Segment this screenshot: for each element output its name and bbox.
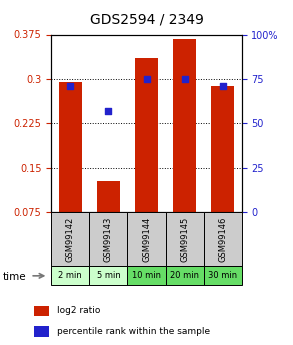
Bar xyxy=(51,212,89,266)
Text: percentile rank within the sample: percentile rank within the sample xyxy=(57,327,210,336)
Bar xyxy=(97,181,120,212)
Bar xyxy=(204,212,242,266)
Bar xyxy=(127,212,166,266)
Text: 5 min: 5 min xyxy=(96,270,120,280)
Bar xyxy=(89,266,127,285)
Bar xyxy=(211,86,234,212)
Text: GDS2594 / 2349: GDS2594 / 2349 xyxy=(90,12,203,26)
Bar xyxy=(166,212,204,266)
Bar xyxy=(204,266,242,285)
Point xyxy=(144,76,149,82)
Point xyxy=(182,76,187,82)
Bar xyxy=(34,326,49,337)
Text: log2 ratio: log2 ratio xyxy=(57,306,100,315)
Bar xyxy=(51,266,89,285)
Bar xyxy=(135,58,158,212)
Text: time: time xyxy=(3,272,27,282)
Text: 2 min: 2 min xyxy=(58,270,82,280)
Point xyxy=(220,83,225,89)
Point xyxy=(68,83,73,89)
Bar xyxy=(127,266,166,285)
Text: GSM99142: GSM99142 xyxy=(66,216,75,262)
Text: 10 min: 10 min xyxy=(132,270,161,280)
Bar xyxy=(34,306,49,316)
Bar xyxy=(59,82,82,212)
Text: GSM99146: GSM99146 xyxy=(218,216,227,262)
Bar xyxy=(173,39,196,212)
Text: GSM99144: GSM99144 xyxy=(142,216,151,262)
Text: GSM99145: GSM99145 xyxy=(180,216,189,262)
Text: 30 min: 30 min xyxy=(208,270,237,280)
Text: GSM99143: GSM99143 xyxy=(104,216,113,262)
Text: 20 min: 20 min xyxy=(170,270,199,280)
Point xyxy=(106,108,111,114)
Bar xyxy=(166,266,204,285)
Bar xyxy=(89,212,127,266)
